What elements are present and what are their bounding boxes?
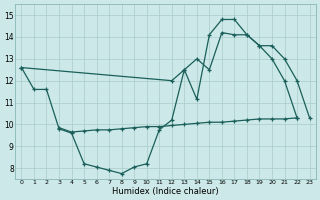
X-axis label: Humidex (Indice chaleur): Humidex (Indice chaleur): [112, 187, 219, 196]
